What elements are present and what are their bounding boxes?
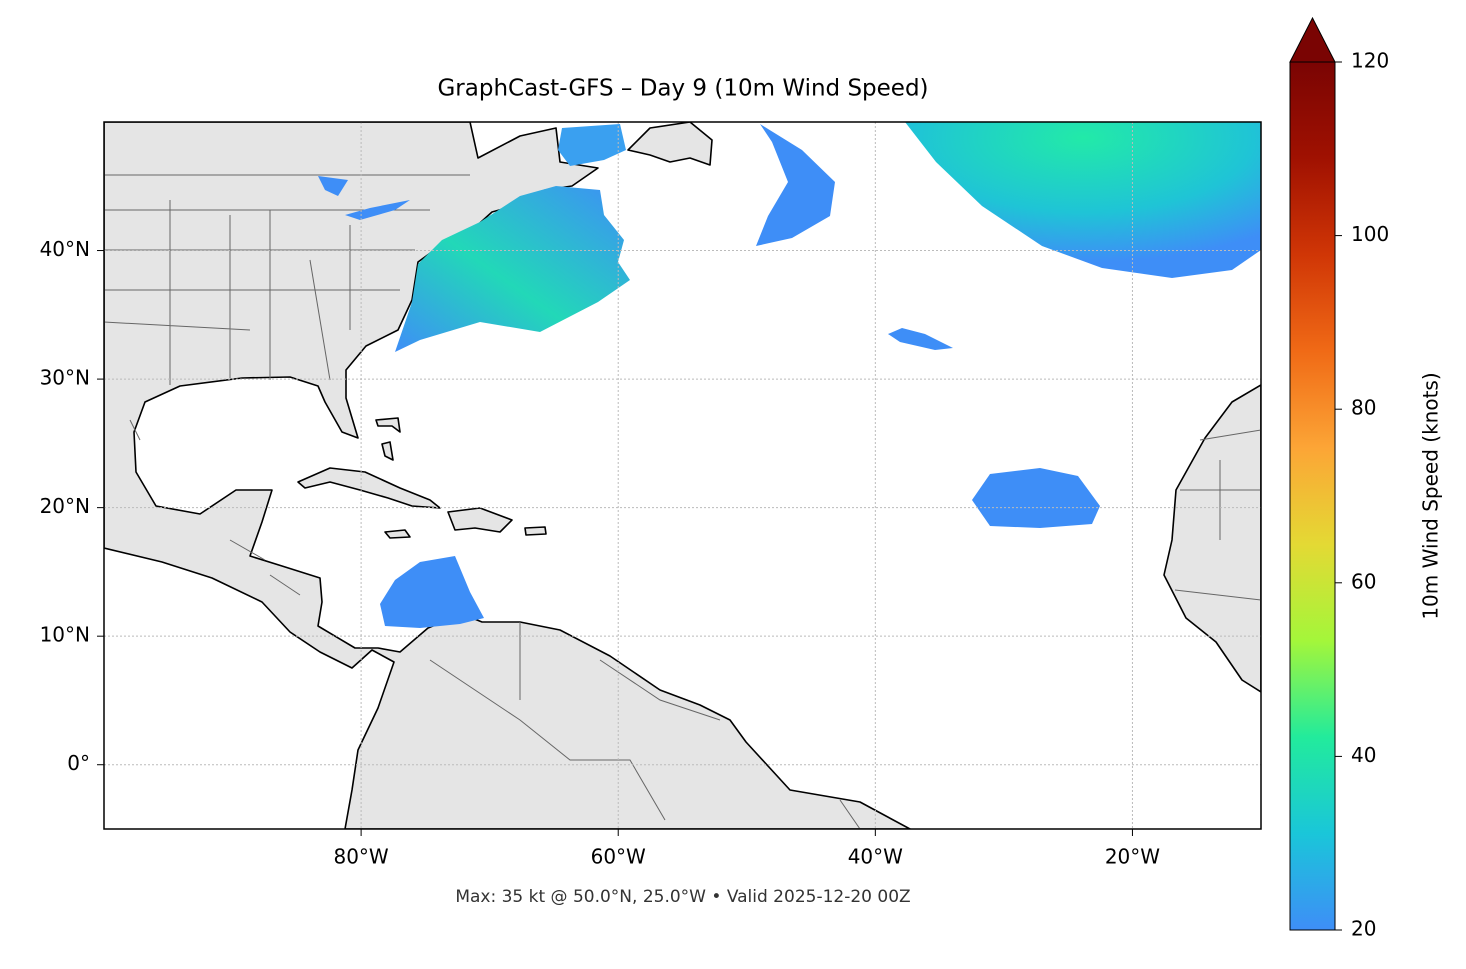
map: [104, 122, 1261, 829]
jamaica: [384, 529, 411, 539]
x-tick-label: 60°W: [591, 845, 646, 869]
colorbar-tick-label: 20: [1351, 917, 1376, 941]
colorbar-label: 10m Wind Speed (knots): [1419, 372, 1443, 619]
x-tick-label: 40°W: [848, 845, 903, 869]
wind-area: [756, 124, 835, 246]
newfoundland: [627, 122, 713, 166]
colorbar-extend: [1289, 16, 1336, 63]
borders: [104, 174, 1261, 829]
wind-area: [972, 468, 1100, 528]
colorbar-tick-label: 40: [1351, 743, 1376, 767]
map-frame: [103, 121, 1262, 830]
cuba: [297, 467, 441, 509]
y-tick-label: 30°N: [40, 366, 90, 390]
colorbar-tick-label: 100: [1351, 222, 1389, 246]
bahamas: [375, 417, 401, 461]
wind-area: [395, 186, 630, 352]
y-tick-label: 10°N: [40, 623, 90, 647]
annotation: Max: 35 kt @ 50.0°N, 25.0°W • Valid 2025…: [455, 887, 910, 907]
x-tick-label: 20°W: [1105, 845, 1160, 869]
wind-area: [318, 176, 410, 220]
colorbar-tick-label: 60: [1351, 569, 1376, 593]
wind-area: [380, 556, 484, 628]
wind-area: [905, 122, 1261, 278]
y-tick-label: 0°: [67, 751, 90, 775]
y-tick-label: 20°N: [40, 494, 90, 518]
colorbar-tick-label: 120: [1351, 49, 1389, 73]
wind-area: [888, 328, 953, 350]
wind-area: [558, 124, 626, 166]
colorbar-tick-label: 80: [1351, 396, 1376, 420]
x-tick-label: 80°W: [333, 845, 388, 869]
colorbar-frame: [1289, 61, 1336, 931]
africa: [1163, 384, 1261, 693]
puerto-rico: [524, 526, 547, 536]
colorbar: [1290, 62, 1335, 930]
chart-title: GraphCast-GFS – Day 9 (10m Wind Speed): [437, 76, 928, 102]
grid: [104, 122, 1261, 829]
y-tick-label: 40°N: [40, 237, 90, 261]
